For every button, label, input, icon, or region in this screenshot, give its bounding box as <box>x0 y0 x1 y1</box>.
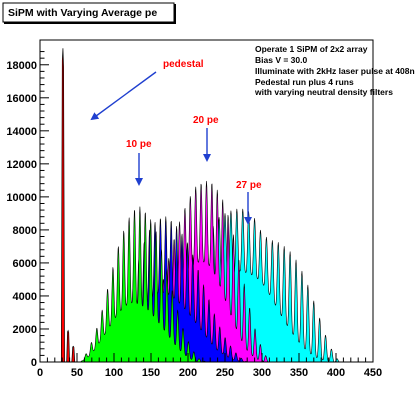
x-tick-label: 350 <box>290 367 308 379</box>
x-tick-label: 200 <box>179 367 197 379</box>
y-tick-label: 16000 <box>6 93 37 105</box>
y-tick-label: 2000 <box>13 324 37 336</box>
x-tick-label: 150 <box>142 367 160 379</box>
annotation-label: pedestal <box>163 59 204 70</box>
series-layer <box>59 48 340 363</box>
x-tick-label: 0 <box>37 367 43 379</box>
note-line: Bias V = 30.0 <box>255 55 307 65</box>
series-area <box>80 206 207 363</box>
y-tick-label: 0 <box>31 357 37 369</box>
annotation-layer: pedestal 10 pe 20 pe 27 pe <box>90 59 262 225</box>
x-tick-label: 400 <box>327 367 345 379</box>
series-pedestal <box>59 48 79 363</box>
note-line: with varying neutral density filters <box>254 87 393 97</box>
x-tick-label: 100 <box>105 367 123 379</box>
annotation-arrow <box>90 71 157 121</box>
x-tick-label: 450 <box>364 367 382 379</box>
annotation-label: 27 pe <box>236 180 262 191</box>
x-tick-label: 50 <box>71 367 83 379</box>
note-line: Operate 1 SiPM of 2x2 array <box>255 44 368 54</box>
series-10-pe <box>80 206 207 363</box>
chart-title-box: SiPM with Varying Average pe <box>2 2 176 24</box>
annotation-label: 10 pe <box>126 139 152 150</box>
annotation-label: 20 pe <box>193 115 219 126</box>
note-line: Illuminate with 2kHz laser pulse at 408n… <box>255 66 415 76</box>
y-tick-label: 10000 <box>6 192 37 204</box>
axis-layer: 0 50 100 150 200 250 300 350 400 450 0 2000 4000 6000… <box>6 40 382 379</box>
y-tick-label: 14000 <box>6 126 37 138</box>
chart-title: SiPM with Varying Average pe <box>8 7 157 19</box>
y-tick-label: 12000 <box>6 159 37 171</box>
y-tick-label: 4000 <box>13 291 37 303</box>
y-tick-label: 8000 <box>13 225 37 237</box>
pedestal-peaks <box>59 48 79 363</box>
y-tick-label: 18000 <box>6 60 37 72</box>
y-tick-label: 6000 <box>13 258 37 270</box>
x-tick-label: 300 <box>253 367 271 379</box>
note-line: Pedestal run plus 4 runs <box>255 77 354 87</box>
x-tick-label: 250 <box>216 367 234 379</box>
